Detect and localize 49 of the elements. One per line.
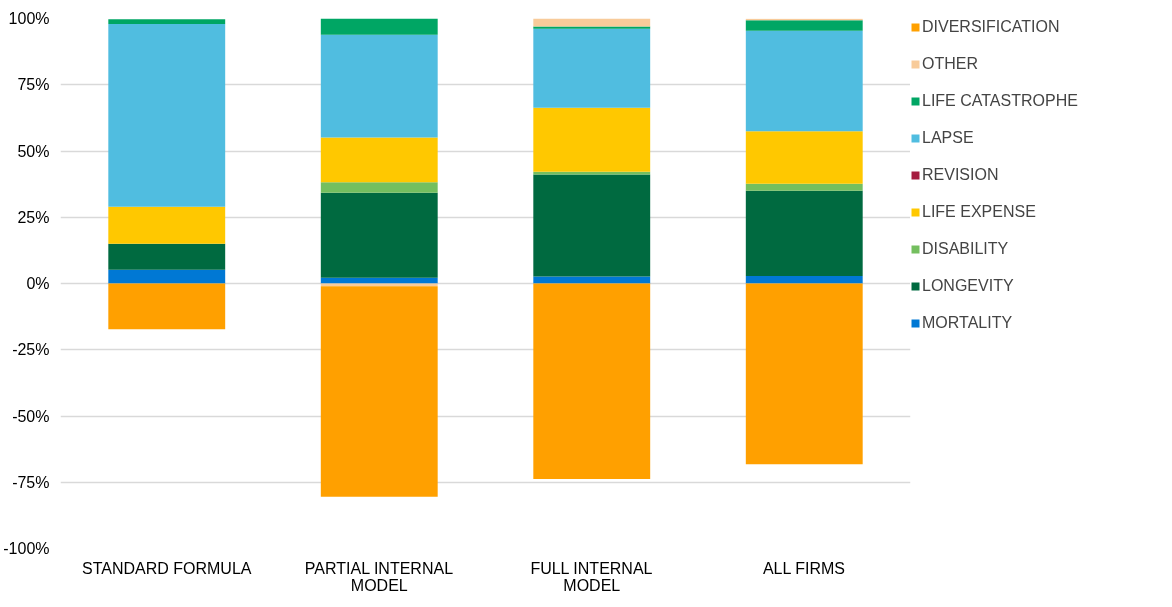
y-tick-label: 100% bbox=[8, 10, 50, 27]
bar bbox=[533, 26, 651, 29]
bar bbox=[320, 192, 438, 278]
bar bbox=[533, 28, 651, 108]
y-tick-label: -50% bbox=[12, 407, 50, 425]
bar bbox=[108, 269, 226, 284]
bar bbox=[745, 276, 863, 284]
y-tick-label: 75% bbox=[17, 76, 50, 94]
bar bbox=[320, 277, 438, 284]
legend-label: LAPSE bbox=[922, 129, 974, 147]
bar bbox=[533, 171, 651, 175]
legend-label: LIFE CATASTROPHE bbox=[922, 92, 1078, 110]
bar bbox=[533, 283, 651, 480]
y-tick-label: -100% bbox=[3, 540, 50, 557]
bar bbox=[533, 174, 651, 277]
x-tick-label: ALL FIRMS bbox=[762, 559, 845, 577]
legend-label: OTHER bbox=[922, 55, 978, 73]
y-tick-label: 50% bbox=[17, 142, 50, 160]
legend-label: MORTALITY bbox=[922, 314, 1013, 332]
bar bbox=[320, 286, 438, 497]
bar bbox=[533, 107, 651, 172]
y-tick-label: 0% bbox=[26, 275, 50, 292]
bar bbox=[320, 137, 438, 183]
x-tick-label: STANDARD FORMULA bbox=[82, 559, 252, 577]
bar bbox=[745, 183, 863, 191]
legend-label: REVISION bbox=[922, 166, 999, 184]
bar bbox=[533, 276, 651, 284]
legend-label: DIVERSIFICATION bbox=[922, 18, 1060, 36]
bar bbox=[745, 30, 863, 132]
bar bbox=[108, 19, 226, 25]
bar bbox=[108, 206, 226, 244]
legend-label: DISABILITY bbox=[922, 240, 1009, 258]
bar bbox=[108, 24, 226, 207]
bar bbox=[745, 20, 863, 31]
bar bbox=[745, 131, 863, 184]
bar bbox=[745, 283, 863, 465]
x-tick-label: FULL INTERNAL MODEL bbox=[530, 559, 653, 594]
legend-label: LONGEVITY bbox=[922, 277, 1014, 295]
bar bbox=[320, 34, 438, 138]
y-tick-label: -75% bbox=[12, 473, 50, 491]
x-tick-label: PARTIAL INTERNAL MODEL bbox=[304, 559, 454, 594]
y-tick-label: -25% bbox=[12, 341, 50, 359]
bar bbox=[320, 18, 438, 35]
legend-label: LIFE EXPENSE bbox=[922, 203, 1036, 221]
y-tick-label: 25% bbox=[17, 208, 50, 226]
bar bbox=[108, 283, 226, 330]
bar bbox=[108, 243, 226, 270]
bar bbox=[745, 190, 863, 277]
bar bbox=[320, 182, 438, 193]
